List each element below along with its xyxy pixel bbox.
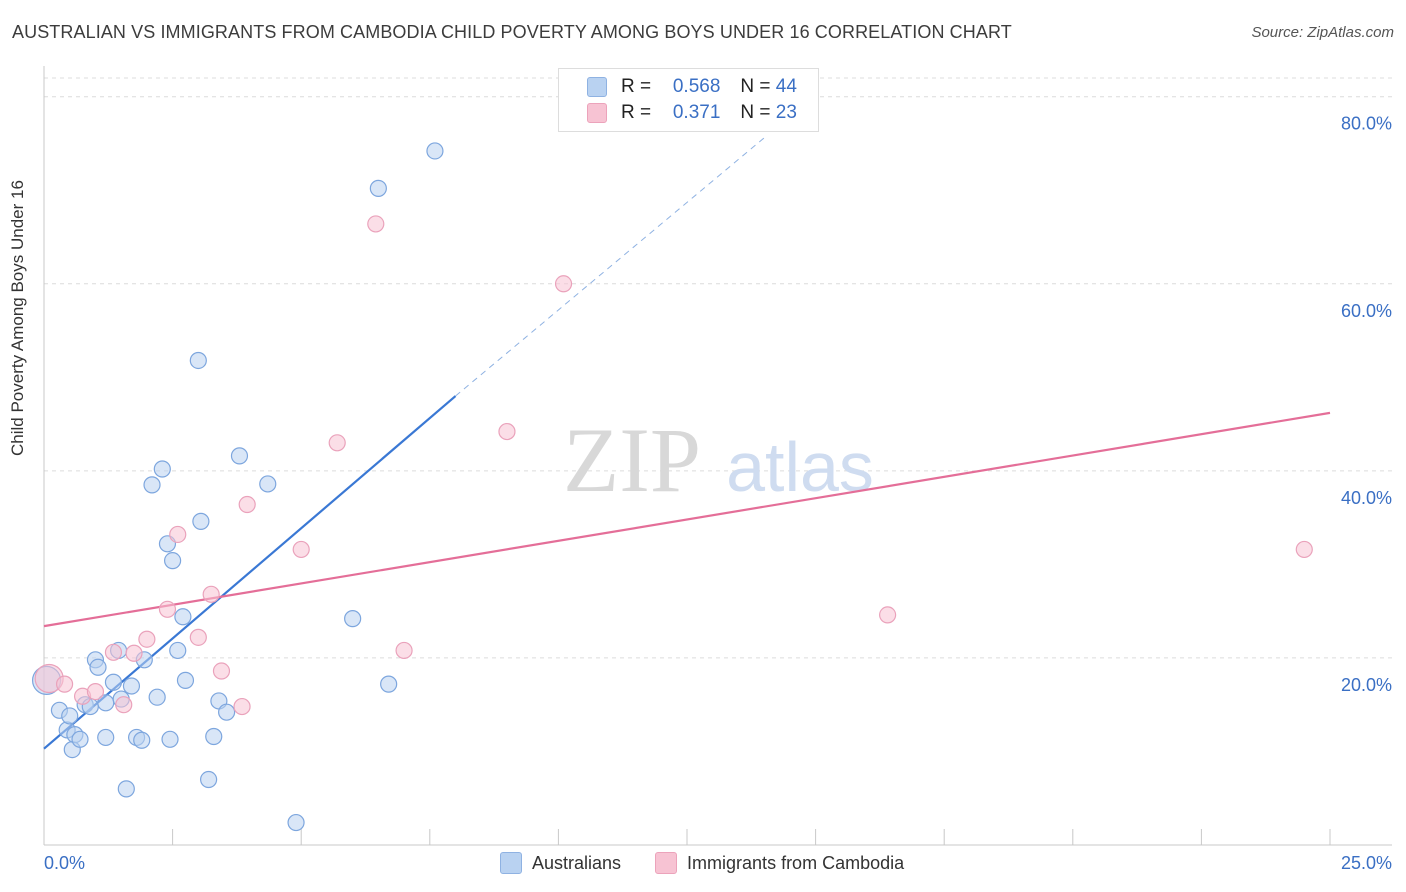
legend-swatch-blue xyxy=(587,77,607,97)
australians-point xyxy=(287,813,305,832)
cambodia-point xyxy=(189,628,207,646)
australians-point xyxy=(344,610,362,628)
australians-trendline-extension xyxy=(455,137,765,397)
series-legend-australians: Australians xyxy=(500,852,621,874)
legend-row-australians: R = 0.568 N = 44 xyxy=(587,75,797,99)
chart-title: AUSTRALIAN VS IMMIGRANTS FROM CAMBODIA C… xyxy=(12,22,1012,42)
legend-row-cambodia: R = 0.371 N = 23 xyxy=(587,101,797,125)
australians-point xyxy=(192,512,210,530)
cambodia-point xyxy=(202,585,220,603)
australians-point xyxy=(205,727,223,746)
y-tick-label: 60.0% xyxy=(1341,301,1392,321)
series-swatch-blue xyxy=(500,852,522,874)
australians-point xyxy=(153,460,171,478)
australians-point xyxy=(426,142,444,160)
cambodia-point xyxy=(328,434,346,452)
cambodia-point xyxy=(115,696,133,714)
cambodia-point xyxy=(292,540,310,559)
australians-point xyxy=(122,677,141,695)
source-label: Source: ZipAtlas.com xyxy=(1251,24,1394,41)
cambodia-point xyxy=(879,606,897,624)
australians-point xyxy=(218,703,236,721)
cambodia-point xyxy=(86,682,105,701)
australians-point xyxy=(89,658,107,676)
legend-r-label: R = xyxy=(621,76,652,97)
cambodia-point xyxy=(138,630,156,648)
australians-point xyxy=(71,730,89,748)
australians-point xyxy=(259,475,277,493)
legend-n-label: N = xyxy=(740,76,771,97)
australians-point xyxy=(97,728,115,747)
australians-point xyxy=(161,730,179,748)
cambodia-point xyxy=(104,643,123,661)
y-axis-label: Child Poverty Among Boys Under 16 xyxy=(8,180,27,456)
cambodia-point xyxy=(233,697,251,716)
cambodia-point xyxy=(158,600,177,618)
cambodia-point xyxy=(125,644,143,662)
y-tick-label: 20.0% xyxy=(1341,675,1392,695)
australians-point xyxy=(148,688,166,706)
australians-point xyxy=(380,675,398,693)
legend-n-label: N = xyxy=(740,102,771,123)
australians-point xyxy=(143,476,161,494)
legend-n-value-cambodia: 23 xyxy=(775,102,797,123)
correlation-legend: R = 0.568 N = 44 R = 0.371 N = 23 xyxy=(558,68,819,132)
series-legend-cambodia: Immigrants from Cambodia xyxy=(655,852,904,874)
x-tick-label: 0.0% xyxy=(44,853,85,873)
legend-r-label: R = xyxy=(621,102,652,123)
cambodia-point xyxy=(212,662,231,680)
australians-point xyxy=(61,707,79,725)
australians-point xyxy=(164,552,182,570)
australians-point xyxy=(369,179,387,197)
australians-point xyxy=(169,641,187,660)
cambodia-point xyxy=(169,525,187,544)
australians-point xyxy=(117,780,135,798)
series-swatch-pink xyxy=(655,852,678,874)
legend-r-value-cambodia: 0.371 xyxy=(672,102,721,123)
australians-point xyxy=(104,673,123,691)
series-legend: Australians Immigrants from Cambodia xyxy=(500,852,938,874)
australians-point xyxy=(189,351,207,370)
series-label-cambodia: Immigrants from Cambodia xyxy=(687,852,905,873)
australians-point xyxy=(133,731,151,749)
cambodia-trendline xyxy=(43,411,1331,628)
x-tick-label: 25.0% xyxy=(1341,853,1392,873)
watermark-zip: ZIP xyxy=(563,409,701,511)
australians-point xyxy=(176,671,195,689)
cambodia-point xyxy=(55,675,74,693)
y-tick-label: 40.0% xyxy=(1341,488,1392,508)
legend-r-value-australians: 0.568 xyxy=(672,76,721,97)
legend-swatch-pink xyxy=(587,103,607,123)
cambodia-point xyxy=(1295,540,1313,559)
australians-point xyxy=(200,770,218,789)
cambodia-point xyxy=(498,422,516,441)
cambodia-point xyxy=(367,215,385,233)
cambodia-point xyxy=(395,641,413,660)
australians-point xyxy=(174,608,192,626)
australians-point xyxy=(230,447,249,465)
watermark-atlas: atlas xyxy=(726,428,874,506)
y-tick-label: 80.0% xyxy=(1341,114,1392,134)
legend-n-value-australians: 44 xyxy=(775,76,797,97)
series-label-australians: Australians xyxy=(532,852,622,873)
cambodia-point xyxy=(238,495,256,514)
cambodia-point xyxy=(554,275,573,293)
